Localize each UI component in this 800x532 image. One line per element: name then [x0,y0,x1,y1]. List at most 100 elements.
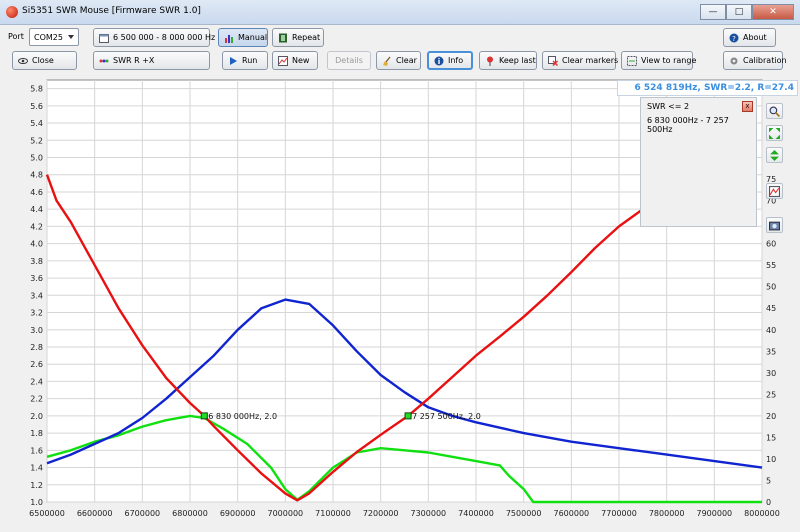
swr-marker [200,412,208,420]
series-dots-icon [99,59,109,62]
mode-button[interactable]: SWR R +X [93,51,210,70]
chart-icon [769,185,780,197]
zoom-range-icon [627,55,637,66]
about-button[interactable]: ? About [723,28,776,47]
clear-markers-button[interactable]: Clear markers [542,51,619,70]
x-tick-label: 8000000 [744,509,780,518]
manual-button[interactable]: Manual [218,28,268,47]
title-bar: Si5351 SWR Mouse [Firmware SWR 1.0] — □ … [0,0,800,25]
run-label: Run [242,56,258,65]
y-left-tick-label: 5.0 [30,154,43,163]
y-left-tick-label: 5.4 [30,119,43,128]
y-left-tick-label: 3.2 [30,309,43,318]
swr-marker-label: 7 257 500Hz, 2.0 [412,412,481,421]
keep-last-label: Keep last [499,56,536,65]
x-tick-label: 7000000 [268,509,304,518]
y-right-tick-label: 15 [766,433,776,442]
zoom-tool-button[interactable] [766,103,783,119]
minimize-icon: — [708,7,718,17]
view-to-range-label: View to range [641,56,697,65]
help-icon: ? [729,33,739,43]
info-button[interactable]: Info [427,51,473,70]
play-icon [230,56,237,65]
cursor-readout: 6 524 819Hz, SWR=2.2, R=27.4 [617,80,798,96]
y-left-tick-label: 5.2 [30,136,43,145]
clear-button[interactable]: Clear [376,51,421,70]
close-icon: ✕ [769,7,777,17]
clear-markers-label: Clear markers [562,56,619,65]
swr-panel-range: 6 830 000Hz - 7 257 500Hz [647,116,729,134]
magnifier-icon [769,106,780,117]
swr-marker [404,412,412,420]
chart-options-button[interactable] [766,183,783,199]
y-right-tick-label: 45 [766,304,776,313]
fit-all-button[interactable] [766,125,783,141]
new-chart-icon [278,55,288,66]
calibration-button[interactable]: Calibration [723,51,787,70]
y-right-tick-label: 55 [766,261,776,270]
y-right-tick-label: 5 [766,476,771,485]
maximize-button[interactable]: □ [726,4,752,20]
clear-label: Clear [396,56,417,65]
screenshot-button[interactable] [766,217,783,233]
y-left-tick-label: 4.8 [30,171,43,180]
y-left-tick-label: 4.6 [30,188,43,197]
y-left-tick-label: 1.6 [30,446,43,455]
minimize-button[interactable]: — [700,4,726,20]
y-left-tick-label: 4.2 [30,222,43,231]
x-tick-label: 7800000 [649,509,685,518]
new-button[interactable]: New [272,51,318,70]
port-label: Port [8,32,24,41]
x-tick-label: 7500000 [506,509,542,518]
repeat-button[interactable]: Repeat [272,28,324,47]
keep-last-button[interactable]: Keep last [479,51,537,70]
y-right-tick-label: 30 [766,369,776,378]
y-left-tick-label: 2.6 [30,360,43,369]
pin-icon [487,56,493,66]
panel-close-button[interactable]: x [742,101,753,112]
x-tick-label: 6800000 [172,509,208,518]
gear-icon [730,57,738,64]
close-window-button[interactable]: ✕ [752,4,794,20]
y-left-tick-label: 2.4 [30,377,43,386]
y-left-tick-label: 3.0 [30,326,43,335]
y-right-tick-label: 75 [766,175,776,184]
y-left-tick-label: 3.6 [30,274,43,283]
frequency-range-button[interactable]: 6 500 000 - 8 000 000 Hz [93,28,215,47]
calendar-icon [99,33,109,43]
y-right-tick-label: 0 [766,498,771,507]
y-left-tick-label: 1.8 [30,429,43,438]
details-button[interactable]: Details [327,51,371,70]
x-tick-label: 7400000 [458,509,494,518]
vertical-fit-button[interactable] [766,147,783,163]
resistance-series-line [46,298,763,469]
calibration-label: Calibration [743,56,787,65]
x-tick-label: 7700000 [601,509,637,518]
y-left-tick-label: 3.4 [30,291,43,300]
port-value: COM25 [34,32,63,42]
port-select[interactable]: COM25 [29,28,79,46]
y-left-tick-label: 1.2 [30,481,43,490]
vertical-arrows-icon [770,149,779,161]
frequency-range-label: 6 500 000 - 8 000 000 Hz [113,33,216,42]
run-button[interactable]: Run [222,51,268,70]
info-label: Info [448,56,464,65]
info-icon [434,56,444,65]
y-left-tick-label: 1.0 [30,498,43,507]
x-tick-label: 6600000 [77,509,113,518]
y-right-tick-label: 25 [766,390,776,399]
swr-panel-title: SWR <= 2 [647,102,690,111]
svg-text:?: ? [732,35,736,43]
x-tick-label: 6900000 [220,509,256,518]
clear-markers-icon [548,55,558,66]
close-button[interactable]: Close [12,51,77,70]
y-right-tick-label: 20 [766,412,776,421]
y-left-tick-label: 5.8 [30,85,43,94]
manual-label: Manual [238,33,268,42]
reactance-series-line [46,414,762,504]
y-left-tick-label: 5.6 [30,102,43,111]
y-left-tick-label: 2.0 [30,412,43,421]
close-label: Close [32,56,54,65]
view-to-range-button[interactable]: View to range [621,51,697,70]
new-label: New [292,56,310,65]
